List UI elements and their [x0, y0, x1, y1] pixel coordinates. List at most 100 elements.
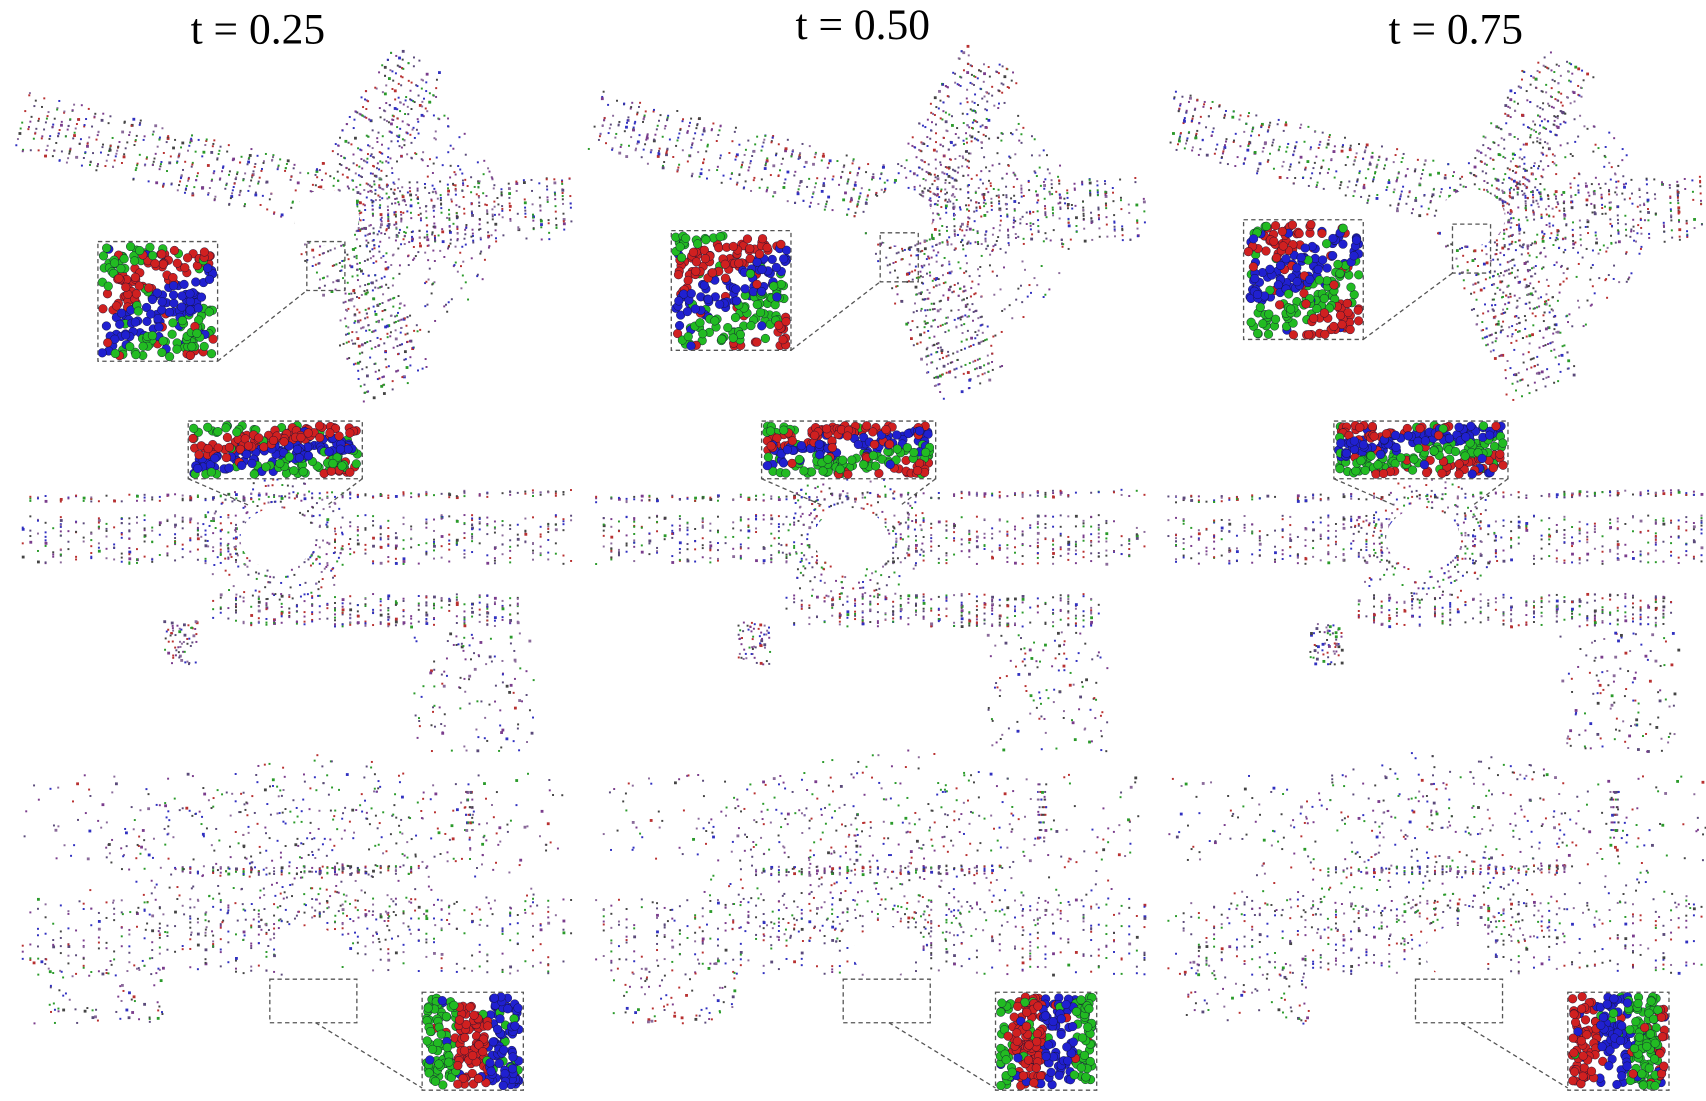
point — [399, 303, 401, 305]
point — [287, 921, 289, 923]
point — [425, 915, 427, 917]
point — [419, 237, 421, 239]
point — [509, 597, 511, 599]
point — [468, 678, 470, 680]
point — [304, 497, 307, 500]
point — [113, 776, 115, 778]
point — [456, 901, 458, 903]
point — [183, 868, 185, 870]
point — [304, 561, 306, 563]
point — [457, 165, 459, 167]
point — [235, 594, 237, 596]
point — [98, 522, 100, 524]
point — [477, 736, 479, 738]
point — [508, 691, 511, 694]
point — [136, 562, 138, 564]
point — [513, 650, 515, 652]
point — [215, 863, 217, 865]
point — [154, 887, 156, 889]
point — [471, 607, 473, 609]
point — [273, 867, 275, 869]
inset-point — [170, 299, 179, 308]
point — [220, 593, 223, 596]
point — [205, 516, 207, 518]
point — [254, 866, 256, 868]
point — [272, 156, 274, 158]
point — [509, 205, 512, 208]
point — [360, 385, 362, 387]
point — [403, 615, 405, 617]
point — [220, 965, 222, 967]
point — [433, 941, 435, 943]
point — [374, 274, 376, 276]
point — [441, 732, 444, 735]
point — [368, 308, 370, 310]
point — [408, 124, 410, 126]
point — [67, 945, 70, 948]
point — [392, 119, 394, 121]
point — [328, 794, 330, 796]
point — [532, 492, 534, 494]
point — [98, 920, 101, 923]
point — [395, 817, 397, 819]
point — [311, 611, 313, 613]
inset-point — [203, 423, 212, 432]
point — [308, 854, 310, 856]
point — [228, 144, 230, 146]
point — [281, 622, 283, 624]
point — [547, 531, 549, 533]
point — [44, 963, 46, 965]
point — [212, 532, 214, 534]
point — [400, 211, 402, 213]
point — [441, 683, 443, 685]
point — [372, 173, 374, 175]
inset-point — [180, 280, 189, 289]
point — [183, 623, 186, 626]
point — [346, 342, 348, 344]
point — [509, 912, 511, 914]
point — [352, 275, 354, 277]
point — [212, 935, 214, 937]
point — [416, 324, 418, 326]
point — [500, 731, 503, 734]
point — [191, 134, 193, 136]
point — [317, 556, 319, 558]
point — [83, 500, 85, 502]
point — [425, 107, 427, 109]
point — [306, 837, 308, 839]
point — [562, 929, 564, 931]
point — [136, 968, 138, 970]
point — [134, 819, 136, 821]
point — [392, 388, 394, 390]
point — [364, 284, 366, 286]
point — [494, 557, 496, 559]
point — [182, 871, 184, 873]
point — [510, 220, 512, 222]
point — [151, 929, 154, 932]
point — [29, 535, 31, 537]
point — [319, 186, 322, 189]
point — [346, 773, 349, 776]
point — [148, 180, 150, 182]
point — [331, 787, 333, 789]
point — [516, 190, 518, 192]
point — [197, 496, 199, 498]
point — [113, 500, 116, 503]
point — [197, 968, 199, 970]
point — [257, 155, 259, 157]
point — [120, 847, 122, 849]
point — [392, 306, 394, 308]
point — [83, 967, 85, 969]
point — [267, 570, 269, 572]
point — [540, 928, 543, 931]
point — [133, 828, 135, 830]
point — [260, 204, 262, 206]
point — [519, 859, 522, 862]
point — [161, 127, 163, 129]
point — [212, 573, 214, 575]
point — [310, 565, 312, 567]
point — [159, 804, 161, 806]
point — [247, 190, 249, 192]
point — [458, 206, 460, 208]
point — [387, 869, 389, 871]
